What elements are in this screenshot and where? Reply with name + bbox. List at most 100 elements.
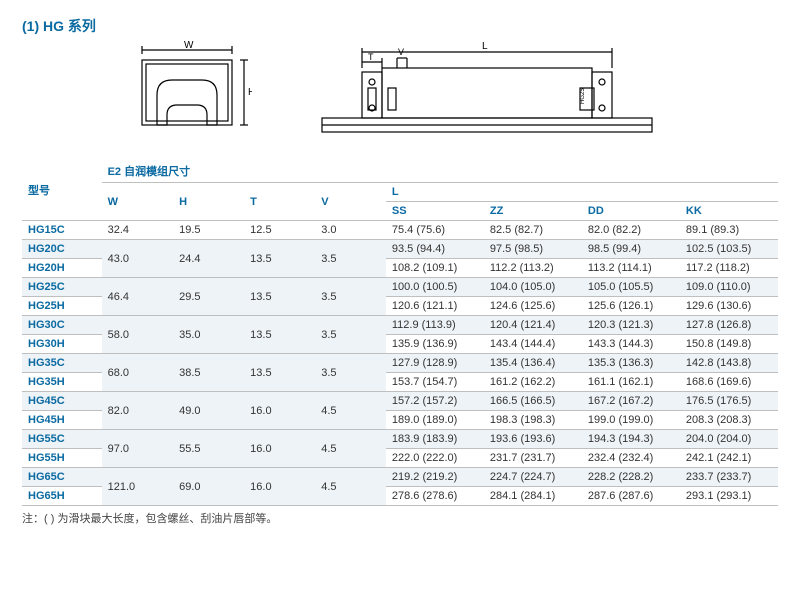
cell-h: 29.5 [173,278,244,316]
cell-t: 13.5 [244,278,315,316]
cell-model: HG25C [22,278,102,297]
cell-w: 58.0 [102,316,174,354]
cell-w: 97.0 [102,430,174,468]
cell-dd: 98.5 (99.4) [582,240,680,259]
cell-zz: 161.2 (162.2) [484,373,582,392]
cell-t: 16.0 [244,392,315,430]
cell-v: 4.5 [315,468,386,506]
cell-t: 12.5 [244,221,315,240]
dim-h: H [248,87,252,98]
footnote: 注：( ) 为滑块最大长度，包含螺丝、刮油片唇部等。 [22,510,778,526]
cell-dd: 287.6 (287.6) [582,487,680,506]
cell-ss: 75.4 (75.6) [386,221,484,240]
cell-dd: 113.2 (114.1) [582,259,680,278]
cell-model: HG35C [22,354,102,373]
th-h: H [173,183,244,221]
cell-zz: 198.3 (198.3) [484,411,582,430]
th-w: W [102,183,174,221]
cell-w: 68.0 [102,354,174,392]
cell-model: HG25H [22,297,102,316]
diagram-area: W H [22,40,778,150]
cell-zz: 97.5 (98.5) [484,240,582,259]
cell-model: HG20C [22,240,102,259]
cell-kk: 142.8 (143.8) [680,354,778,373]
cell-dd: 120.3 (121.3) [582,316,680,335]
cell-ss: 108.2 (109.1) [386,259,484,278]
cell-kk: 293.1 (293.1) [680,487,778,506]
cell-v: 3.0 [315,221,386,240]
dim-t: T [368,52,374,62]
cell-zz: 166.5 (166.5) [484,392,582,411]
cell-zz: 104.0 (105.0) [484,278,582,297]
cell-kk: 117.2 (118.2) [680,259,778,278]
cell-zz: 82.5 (82.7) [484,221,582,240]
cell-h: 55.5 [173,430,244,468]
cell-ss: 157.2 (157.2) [386,392,484,411]
cell-w: 121.0 [102,468,174,506]
cell-dd: 199.0 (199.0) [582,411,680,430]
cell-zz: 231.7 (231.7) [484,449,582,468]
cell-zz: 112.2 (113.2) [484,259,582,278]
cell-ss: 135.9 (136.9) [386,335,484,354]
cell-kk: 150.8 (149.8) [680,335,778,354]
cell-v: 4.5 [315,430,386,468]
cell-zz: 284.1 (284.1) [484,487,582,506]
table-row: HG65C121.069.016.04.5219.2 (219.2)224.7 … [22,468,778,487]
table-row: HG55C97.055.516.04.5183.9 (183.9)193.6 (… [22,430,778,449]
th-model: 型号 [22,160,102,221]
cell-dd: 125.6 (126.1) [582,297,680,316]
cell-kk: 204.0 (204.0) [680,430,778,449]
cell-v: 3.5 [315,278,386,316]
table-row: HG25C46.429.513.53.5100.0 (100.5)104.0 (… [22,278,778,297]
cell-zz: 143.4 (144.4) [484,335,582,354]
cell-zz: 193.6 (193.6) [484,430,582,449]
cell-dd: 194.3 (194.3) [582,430,680,449]
cell-kk: 208.3 (208.3) [680,411,778,430]
cell-model: HG65H [22,487,102,506]
cell-ss: 120.6 (121.1) [386,297,484,316]
cell-t: 13.5 [244,354,315,392]
cell-dd: 161.1 (162.1) [582,373,680,392]
cell-kk: 233.7 (233.7) [680,468,778,487]
cell-zz: 120.4 (121.4) [484,316,582,335]
cell-kk: 127.8 (126.8) [680,316,778,335]
dim-l: L [482,41,488,52]
cell-t: 16.0 [244,468,315,506]
cell-ss: 93.5 (94.4) [386,240,484,259]
cell-w: 43.0 [102,240,174,278]
cell-dd: 143.3 (144.3) [582,335,680,354]
cell-kk: 176.5 (176.5) [680,392,778,411]
cell-dd: 82.0 (82.2) [582,221,680,240]
cell-t: 16.0 [244,430,315,468]
cell-zz: 135.4 (136.4) [484,354,582,373]
cell-model: HG30H [22,335,102,354]
cell-kk: 89.1 (89.3) [680,221,778,240]
th-t: T [244,183,315,221]
table-row: HG35C68.038.513.53.5127.9 (128.9)135.4 (… [22,354,778,373]
cell-model: HG45H [22,411,102,430]
cell-ss: 127.9 (128.9) [386,354,484,373]
cell-h: 19.5 [173,221,244,240]
cell-kk: 168.6 (169.6) [680,373,778,392]
table-row: HG20C43.024.413.53.593.5 (94.4)97.5 (98.… [22,240,778,259]
cell-kk: 129.6 (130.6) [680,297,778,316]
cell-dd: 105.0 (105.5) [582,278,680,297]
cell-ss: 183.9 (183.9) [386,430,484,449]
cell-zz: 124.6 (125.6) [484,297,582,316]
cell-w: 32.4 [102,221,174,240]
table-row: HG15C32.419.512.53.075.4 (75.6)82.5 (82.… [22,221,778,240]
spec-table: 型号 E2 自润模组尺寸 W H T V L SS ZZ DD KK HG15C… [22,160,778,506]
cell-zz: 224.7 (224.7) [484,468,582,487]
cell-dd: 232.4 (232.4) [582,449,680,468]
cell-t: 13.5 [244,316,315,354]
section-title: (1) HG 系列 [22,16,778,36]
th-l: L [386,183,778,202]
cell-ss: 189.0 (189.0) [386,411,484,430]
cell-kk: 109.0 (110.0) [680,278,778,297]
cell-w: 82.0 [102,392,174,430]
cell-v: 3.5 [315,354,386,392]
th-zz: ZZ [484,202,582,221]
cell-model: HG65C [22,468,102,487]
table-row: HG30C58.035.013.53.5112.9 (113.9)120.4 (… [22,316,778,335]
cell-v: 3.5 [315,240,386,278]
